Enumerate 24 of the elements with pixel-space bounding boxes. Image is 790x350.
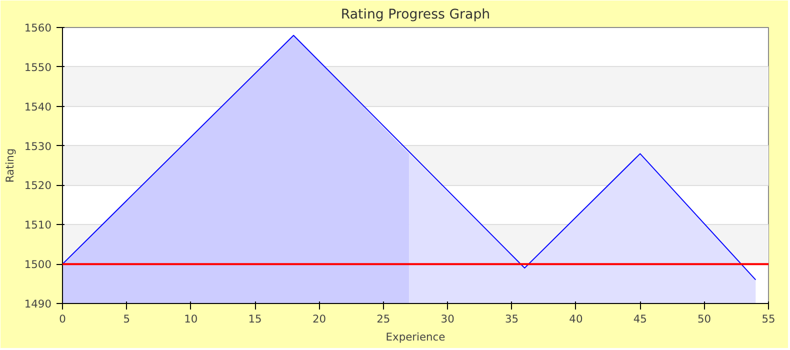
y-tick-label: 1560 <box>24 22 52 34</box>
y-tick-label: 1520 <box>24 179 52 192</box>
x-tick-label: 40 <box>569 312 583 326</box>
y-tick-label: 1530 <box>24 140 52 153</box>
x-tick-label: 30 <box>440 312 455 326</box>
x-tick-label: 25 <box>376 312 390 326</box>
y-axis-title: Rating <box>3 148 16 183</box>
x-tick-label: 50 <box>698 312 712 326</box>
x-tick-label: 0 <box>59 312 66 326</box>
x-tick-label: 15 <box>248 312 262 326</box>
x-tick-label: 45 <box>633 312 647 326</box>
y-tick-label: 1500 <box>24 258 52 272</box>
x-tick-label: 55 <box>762 312 776 326</box>
x-axis-title: Experience <box>386 330 446 344</box>
y-tick-label: 1510 <box>24 218 52 232</box>
y-tick-label: 1490 <box>24 298 52 310</box>
y-tick-label: 1540 <box>24 100 52 114</box>
chart-title: Rating Progress Graph <box>340 8 490 22</box>
x-tick-label: 10 <box>184 312 198 326</box>
x-tick-label: 20 <box>312 312 326 326</box>
y-tick-label: 1550 <box>24 60 52 74</box>
x-tick-label: 5 <box>123 312 130 326</box>
x-tick-label: 35 <box>504 312 519 326</box>
line-series <box>62 34 756 280</box>
